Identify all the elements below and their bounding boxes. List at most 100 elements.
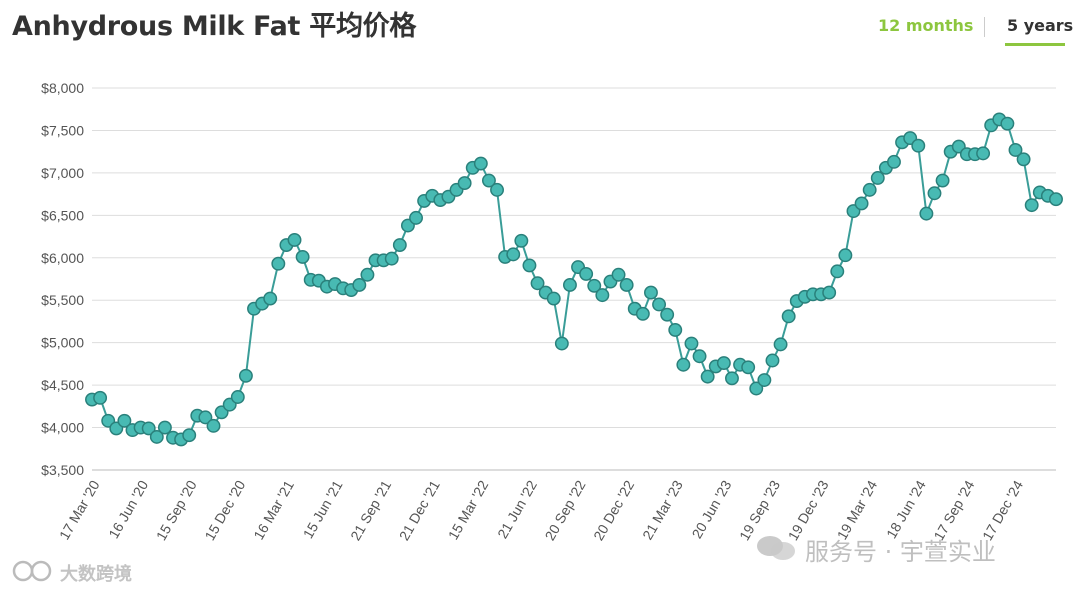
data-point[interactable] <box>490 182 504 197</box>
data-point[interactable] <box>360 267 375 282</box>
data-point[interactable] <box>692 349 707 364</box>
data-point[interactable] <box>862 182 877 197</box>
data-point[interactable] <box>506 247 521 262</box>
data-point[interactable] <box>619 277 634 292</box>
data-point[interactable] <box>93 390 108 405</box>
data-point[interactable] <box>238 368 253 383</box>
data-point[interactable] <box>392 238 407 252</box>
data-point[interactable] <box>149 429 164 444</box>
data-point[interactable] <box>522 258 537 273</box>
data-point[interactable] <box>716 356 731 370</box>
data-point[interactable] <box>935 173 950 188</box>
watermark-left-text: 大数跨境 <box>60 564 132 585</box>
data-point[interactable] <box>773 337 788 352</box>
data-point[interactable] <box>765 353 780 368</box>
y-tick-label: $4,000 <box>41 420 84 436</box>
data-point[interactable] <box>976 146 991 161</box>
data-point[interactable] <box>919 206 934 221</box>
data-point[interactable] <box>157 420 172 435</box>
data-point[interactable] <box>611 267 626 282</box>
y-tick-label: $5,500 <box>41 292 84 308</box>
y-tick-label: $7,500 <box>41 122 84 138</box>
data-point[interactable] <box>741 360 756 375</box>
data-point[interactable] <box>635 306 650 321</box>
watermark-left: 大数跨境 <box>12 560 132 586</box>
data-point[interactable] <box>700 369 715 384</box>
data-point[interactable] <box>263 291 278 306</box>
data-point[interactable] <box>587 278 602 293</box>
data-point[interactable] <box>887 154 901 169</box>
y-tick-label: $6,000 <box>41 250 84 266</box>
data-point[interactable] <box>757 373 772 387</box>
data-point[interactable] <box>514 233 529 248</box>
data-point[interactable] <box>384 251 399 266</box>
data-markers <box>85 112 1063 447</box>
y-tick-label: $6,500 <box>41 207 84 223</box>
data-point[interactable] <box>644 285 658 300</box>
data-point[interactable] <box>854 196 869 211</box>
data-point[interactable] <box>781 309 796 324</box>
data-point[interactable] <box>579 266 594 281</box>
data-point[interactable] <box>870 171 885 185</box>
wechat-icon <box>755 534 797 568</box>
data-point[interactable] <box>725 371 739 386</box>
data-point[interactable] <box>668 322 683 337</box>
data-point[interactable] <box>1024 198 1039 213</box>
data-point[interactable] <box>562 277 577 292</box>
data-point[interactable] <box>1049 192 1063 207</box>
data-point[interactable] <box>1000 116 1015 131</box>
data-point[interactable] <box>822 285 837 300</box>
data-point[interactable] <box>830 264 845 279</box>
data-point[interactable] <box>676 357 691 372</box>
x-tick-label: 21 Jun '22 <box>494 477 540 541</box>
y-tick-label: $4,500 <box>41 377 84 393</box>
y-tick-label: $7,000 <box>41 165 84 181</box>
x-tick-label: 21 Dec '21 <box>396 477 443 543</box>
data-point[interactable] <box>481 173 496 188</box>
x-tick-label: 21 Mar '23 <box>639 477 686 542</box>
data-point[interactable] <box>473 156 488 171</box>
data-point[interactable] <box>660 307 675 322</box>
data-point[interactable] <box>295 249 310 264</box>
chart-title: Anhydrous Milk Fat 平均价格 <box>12 11 417 42</box>
data-point[interactable] <box>749 381 764 396</box>
data-point[interactable] <box>927 186 942 201</box>
watermark-right: 服务号 · 宇萱实业 <box>757 532 996 567</box>
data-point[interactable] <box>1008 143 1023 157</box>
data-point[interactable] <box>546 291 561 306</box>
data-point[interactable] <box>684 336 699 351</box>
data-point[interactable] <box>595 288 610 303</box>
data-point[interactable] <box>182 428 197 443</box>
data-point[interactable] <box>230 390 245 404</box>
data-point[interactable] <box>117 413 132 428</box>
grid-lines <box>92 87 1056 471</box>
data-point[interactable] <box>530 276 545 291</box>
watermark-right-text: 服务号 · 宇萱实业 <box>805 538 996 566</box>
data-point[interactable] <box>352 277 367 292</box>
y-tick-label: $8,000 <box>41 80 84 96</box>
data-point[interactable] <box>554 336 569 351</box>
range-12-months-button[interactable]: 12 months <box>878 16 974 35</box>
y-tick-label: $5,000 <box>41 335 84 351</box>
x-tick-label: 15 Mar '22 <box>445 477 492 542</box>
x-tick-label: 15 Sep '20 <box>153 477 200 543</box>
y-axis-labels: $3,500 $4,000 $4,500 $5,000 $5,500 $6,000 $6,5… <box>41 80 84 478</box>
data-point[interactable] <box>141 421 156 436</box>
data-point[interactable] <box>409 210 423 225</box>
x-tick-label: 15 Jun '21 <box>300 477 346 541</box>
x-tick-label: 21 Sep '21 <box>347 477 394 543</box>
data-point[interactable] <box>271 256 286 271</box>
data-point[interactable] <box>652 297 667 312</box>
data-point[interactable] <box>838 248 853 263</box>
active-range-underline <box>1005 43 1065 46</box>
data-point[interactable] <box>206 418 221 433</box>
range-5-years-button[interactable]: 5 years <box>1007 16 1074 35</box>
x-tick-label: 20 Dec '22 <box>590 477 637 543</box>
x-tick-label: 17 Mar '20 <box>56 477 103 542</box>
y-tick-label: $3,500 <box>41 462 84 478</box>
data-point[interactable] <box>1016 152 1031 167</box>
data-point[interactable] <box>198 410 213 425</box>
data-point[interactable] <box>911 138 926 153</box>
data-point[interactable] <box>287 233 302 247</box>
data-point[interactable] <box>457 176 472 191</box>
